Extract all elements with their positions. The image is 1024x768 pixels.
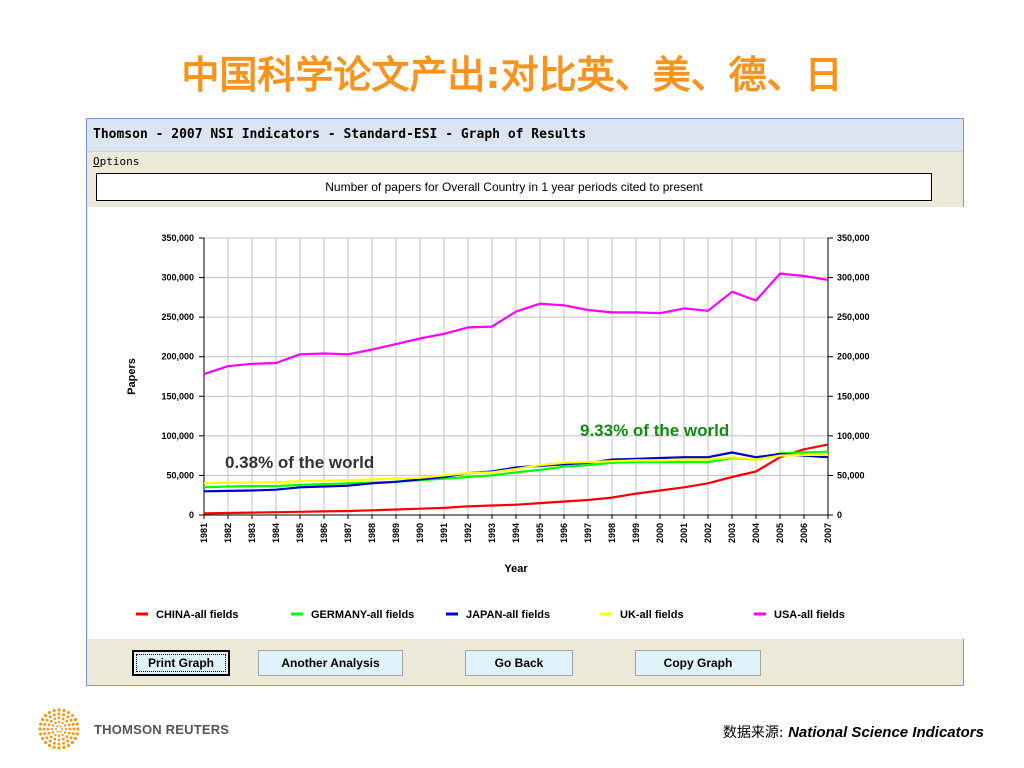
x-tick-label: 2002 (703, 523, 713, 543)
legend-entry: USA-all fields (774, 609, 845, 621)
x-tick-label: 1999 (631, 523, 641, 543)
x-tick-label: 1986 (319, 523, 329, 543)
x-tick-label: 1984 (271, 523, 281, 543)
y-tick-label-right: 150,000 (837, 391, 870, 401)
series-line (203, 451, 829, 493)
x-tick-label: 1993 (487, 523, 497, 543)
y-tick-label-right: 200,000 (837, 352, 870, 362)
x-tick-label: 1997 (583, 523, 593, 543)
window-title: Thomson - 2007 NSI Indicators - Standard… (93, 127, 587, 142)
x-tick-label: 1990 (415, 523, 425, 543)
x-ticks: 1981 1982 1983 1984 1985 1986 1987 1988 1989 1990… (199, 515, 833, 543)
another-analysis-button[interactable]: Another Analysis (258, 650, 403, 676)
y-tick-label-left: 250,000 (161, 312, 194, 322)
x-tick-label: 1992 (463, 523, 473, 543)
y-tick-label-right: 0 (837, 510, 842, 520)
legend-entry: UK-all fields (620, 609, 684, 621)
y-tick-label-left: 100,000 (161, 431, 194, 441)
x-tick-label: 1998 (607, 523, 617, 543)
x-tick-label: 1991 (439, 523, 449, 543)
line-chart: 0 50,000 100,000 150,000 200,000 250,000 300,0… (126, 233, 870, 621)
annotation-china-share: 0.38% of the world (225, 453, 374, 472)
series-lines (203, 272, 829, 515)
y-tick-label-right: 250,000 (837, 312, 870, 322)
brand-name: THOMSON REUTERS (94, 722, 230, 737)
copy-graph-button[interactable]: Copy Graph (635, 650, 761, 676)
graph-heading-box: Number of papers for Overall Country in … (96, 173, 932, 201)
data-source-value: National Science Indicators (788, 724, 984, 741)
y-axis-label: Papers (126, 358, 138, 395)
menu-options[interactable]: Options (93, 155, 140, 168)
chart-legend: CHINA-all fields GERMANY-all fields JAPAN-… (136, 609, 845, 621)
x-tick-label: 2005 (775, 523, 785, 543)
x-tick-label: 1981 (199, 523, 209, 543)
y-tick-label-left: 0 (189, 510, 194, 520)
slide-title: 中国科学论文产出:对比英、美、德、日 (181, 53, 843, 97)
x-tick-label: 1995 (535, 523, 545, 543)
x-tick-label: 1989 (391, 523, 401, 543)
x-tick-label: 1988 (367, 523, 377, 543)
x-tick-label: 1983 (247, 523, 257, 543)
y-tick-label-left: 300,000 (161, 273, 194, 283)
x-tick-label: 1985 (295, 523, 305, 543)
series-line (203, 453, 828, 485)
y-tick-label-left: 50,000 (166, 470, 194, 480)
data-source-label: 数据来源: (722, 725, 784, 741)
y-tick-label-right: 100,000 (837, 431, 870, 441)
x-tick-label: 1994 (511, 523, 521, 543)
y-tick-label-left: 350,000 (161, 233, 194, 243)
go-back-button[interactable]: Go Back (465, 650, 573, 676)
y-ticks-right: 0 50,000 100,000 150,000 200,000 250,000 300,0… (828, 233, 870, 520)
y-tick-label-left: 200,000 (161, 352, 194, 362)
x-tick-label: 2007 (823, 523, 833, 543)
app-window: Thomson - 2007 NSI Indicators - Standard… (86, 118, 964, 686)
x-tick-label: 2003 (727, 523, 737, 543)
legend-entry: JAPAN-all fields (466, 609, 550, 621)
series-line (203, 272, 829, 376)
y-tick-label-right: 300,000 (837, 273, 870, 283)
window-titlebar[interactable]: Thomson - 2007 NSI Indicators - Standard… (87, 119, 963, 152)
x-axis-label: Year (504, 563, 528, 575)
x-tick-label: 1996 (559, 523, 569, 543)
x-tick-label: 2004 (751, 523, 761, 543)
series-line (203, 450, 829, 489)
print-graph-button[interactable]: Print Graph (132, 650, 230, 676)
y-ticks-left: 0 50,000 100,000 150,000 200,000 250,000 300,0… (161, 233, 204, 520)
menu-bar: Options (87, 152, 963, 172)
button-bar: Print Graph Another Analysis Go Back Cop… (87, 643, 963, 685)
x-tick-label: 2000 (655, 523, 665, 543)
y-tick-label-right: 350,000 (837, 233, 870, 243)
y-tick-label-left: 150,000 (161, 391, 194, 401)
x-tick-label: 2006 (799, 523, 809, 543)
x-tick-label: 1982 (223, 523, 233, 543)
chart-panel: 0 50,000 100,000 150,000 200,000 250,000 300,0… (88, 207, 964, 639)
graph-heading: Number of papers for Overall Country in … (325, 180, 703, 194)
x-tick-label: 1987 (343, 523, 353, 543)
y-tick-label-right: 50,000 (837, 470, 865, 480)
legend-entry: CHINA-all fields (156, 609, 239, 621)
x-tick-label: 2001 (679, 523, 689, 543)
annotation-usa-share: 9.33% of the world (580, 421, 729, 440)
series-line (203, 443, 829, 515)
data-source: 数据来源: National Science Indicators (723, 722, 984, 742)
legend-entry: GERMANY-all fields (311, 609, 414, 621)
chart-grid (203, 237, 829, 516)
thomson-reuters-logo-icon (38, 708, 80, 750)
